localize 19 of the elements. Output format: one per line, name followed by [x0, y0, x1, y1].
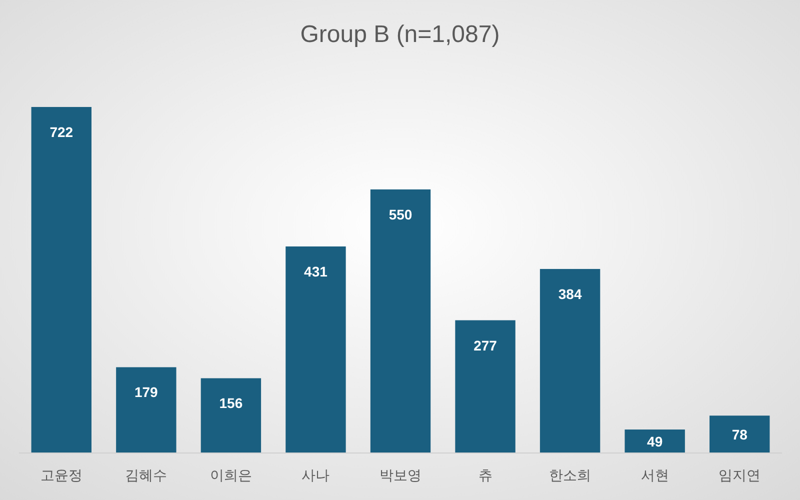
x-tick-label: 이희은 — [210, 467, 252, 483]
data-label: 78 — [732, 426, 748, 442]
x-tick-label: 임지연 — [718, 467, 761, 483]
data-label: 156 — [219, 395, 243, 412]
data-label: 49 — [647, 433, 663, 450]
x-tick-label: 서현 — [640, 467, 669, 483]
x-tick-label: 고윤정 — [40, 467, 82, 483]
chart-title: Group B (n=1,087) — [300, 21, 500, 48]
x-tick-label: 김혜수 — [125, 467, 168, 483]
data-label: 277 — [474, 337, 498, 354]
x-tick-label: 사나 — [302, 467, 330, 483]
data-label: 431 — [304, 263, 328, 280]
x-tick-label: 박보영 — [380, 467, 422, 483]
x-tick-label: 한소희 — [549, 467, 592, 483]
data-label: 722 — [50, 124, 74, 140]
data-label: 550 — [388, 206, 412, 222]
data-label: 384 — [558, 286, 582, 302]
x-tick-label: 츄 — [478, 467, 492, 483]
data-label: 179 — [134, 384, 158, 400]
